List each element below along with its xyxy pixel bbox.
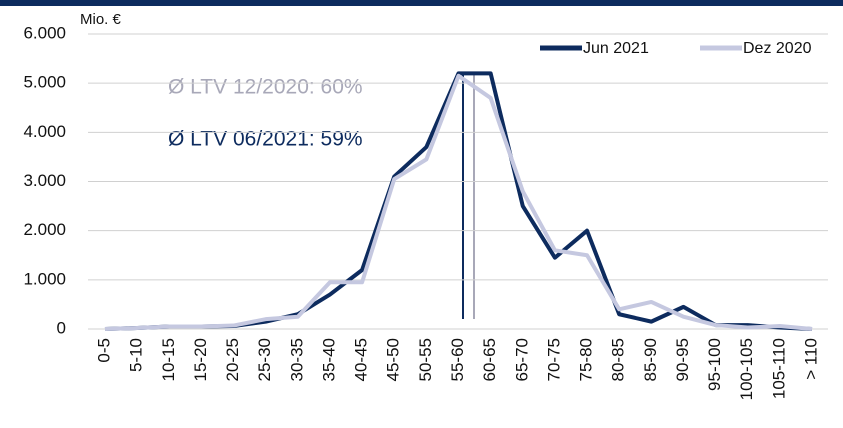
- y-tick-label: 6.000: [23, 23, 66, 42]
- x-tick-label: 75-80: [577, 338, 596, 381]
- legend-label: Dez 2020: [743, 40, 812, 57]
- annotation: Ø LTV 06/2021: 59%: [168, 128, 363, 151]
- x-tick-label: 100-105: [737, 338, 756, 400]
- top-band: [0, 0, 843, 6]
- unit-label: Mio. €: [80, 11, 122, 28]
- x-tick-label: 50-55: [416, 338, 435, 381]
- legend-label: Jun 2021: [583, 40, 649, 57]
- x-tick-label: 95-100: [705, 338, 724, 391]
- y-tick-label: 3.000: [23, 171, 66, 190]
- x-tick-label: 60-65: [480, 338, 499, 381]
- annotation: Ø LTV 12/2020: 60%: [168, 76, 363, 99]
- x-tick-label: 0-5: [94, 338, 113, 363]
- y-tick-label: 2.000: [23, 220, 66, 239]
- y-tick-label: 5.000: [23, 73, 66, 92]
- x-tick-label: 30-35: [287, 338, 306, 381]
- x-tick-label: 80-85: [609, 338, 628, 381]
- y-tick-label: 0: [57, 318, 66, 337]
- x-tick-label: 5-10: [127, 338, 146, 372]
- y-tick-label: 4.000: [23, 122, 66, 141]
- x-tick-label: 85-90: [641, 338, 660, 381]
- x-tick-label: 90-95: [673, 338, 692, 381]
- x-tick-label: 70-75: [544, 338, 563, 381]
- x-tick-label: 10-15: [159, 338, 178, 381]
- y-tick-label: 1.000: [23, 269, 66, 288]
- series-line: [104, 73, 813, 331]
- x-tick-label: 105-110: [769, 338, 788, 399]
- x-tick-label: 15-20: [191, 338, 210, 381]
- series-line: [104, 71, 813, 331]
- x-tick-label: 55-60: [448, 338, 467, 381]
- x-tick-label: 40-45: [352, 338, 371, 381]
- x-tick-label: > 110: [801, 338, 820, 380]
- x-tick-label: 45-50: [384, 338, 403, 381]
- x-tick-label: 65-70: [512, 338, 531, 381]
- x-tick-label: 20-25: [223, 338, 242, 381]
- x-tick-label: 35-40: [319, 338, 338, 381]
- x-tick-label: 25-30: [255, 338, 274, 381]
